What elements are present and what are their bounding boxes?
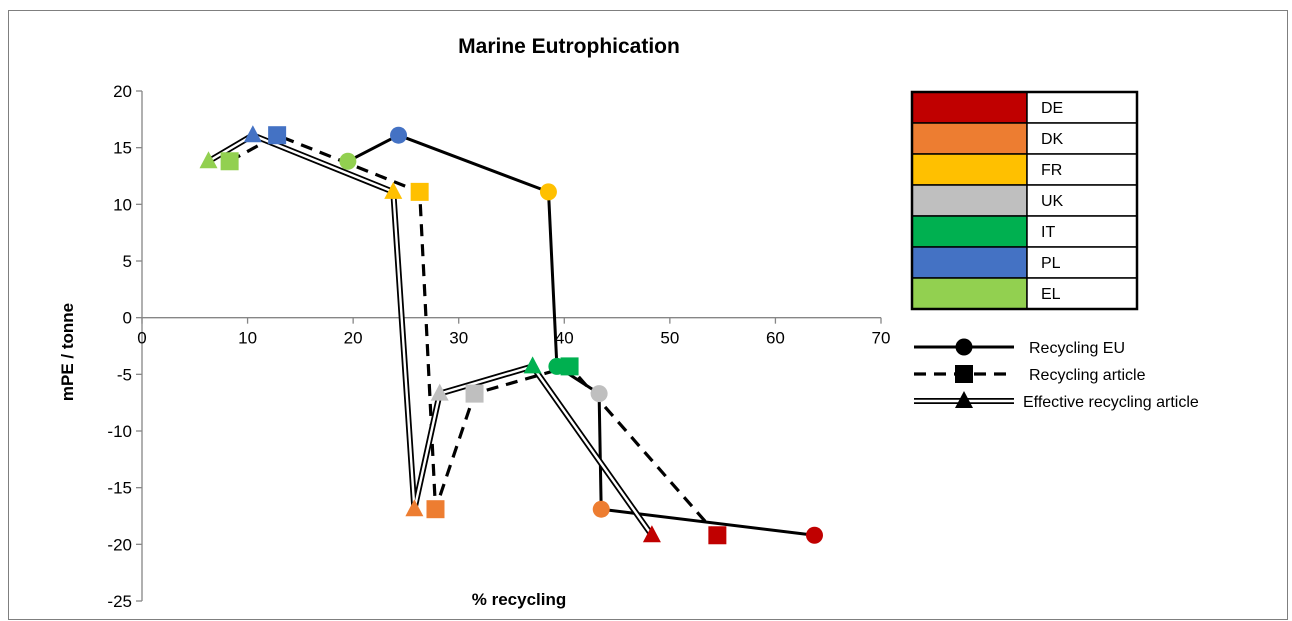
legend-swatch-de: [912, 92, 1027, 123]
recycling-eu-point-pl: [390, 127, 407, 144]
y-axis-title: mPE / tonne: [58, 303, 77, 401]
legend-label-pl: PL: [1041, 255, 1061, 272]
marine-eutrophication-chart: Marine Eutrophication 20151050-5-10-15-2…: [9, 11, 1289, 621]
legend-label-uk: UK: [1041, 193, 1064, 210]
x-tick-label: 10: [238, 329, 257, 348]
x-tick-label: 20: [344, 329, 363, 348]
legend-recycling-eu-label: Recycling EU: [1029, 340, 1125, 357]
x-tick-label: 40: [555, 329, 574, 348]
legend-swatch-pl: [912, 247, 1027, 278]
y-tick-label: 15: [113, 139, 132, 158]
legend-recycling-article-marker: [955, 365, 973, 383]
legend-label-dk: DK: [1041, 131, 1064, 148]
recycling-eu-point-el: [339, 153, 356, 170]
y-tick-label: 10: [113, 195, 132, 214]
legend-recycling-eu-marker: [956, 339, 973, 356]
chart-title: Marine Eutrophication: [458, 35, 680, 58]
x-tick-label: 50: [660, 329, 679, 348]
legend-recycling-article-label: Recycling article: [1029, 367, 1146, 384]
y-tick-label: 5: [123, 252, 132, 271]
recycling-article-point-de: [708, 526, 726, 544]
series-markers: [200, 125, 823, 544]
x-tick-label: 60: [766, 329, 785, 348]
effective-recycling-article-point-pl: [244, 125, 262, 142]
recycling-article-point-it: [561, 357, 579, 375]
country-legend: DE DK FR UK IT PL EL: [912, 92, 1137, 309]
x-tick-label: 0: [137, 329, 146, 348]
legend-swatch-dk: [912, 123, 1027, 154]
recycling-eu-point-uk: [591, 385, 608, 402]
recycling-article-point-uk: [466, 385, 484, 403]
recycling-eu-point-de: [806, 527, 823, 544]
effective-recycling-article-point-it: [524, 356, 542, 373]
series-legend: Recycling EU Recycling article Effective r…: [914, 339, 1199, 412]
y-tick-label: -15: [107, 479, 132, 498]
effective-recycling-article-line-inner: [209, 135, 652, 535]
legend-label-el: EL: [1041, 286, 1061, 303]
recycling-eu-point-dk: [593, 501, 610, 518]
recycling-article-point-dk: [426, 500, 444, 518]
legend-swatch-it: [912, 216, 1027, 247]
series-lines: [209, 135, 815, 535]
y-tick-label: 20: [113, 82, 132, 101]
legend-swatch-el: [912, 278, 1027, 309]
x-tick-label: 70: [872, 329, 891, 348]
recycling-eu-point-fr: [540, 183, 557, 200]
x-axis-title: % recycling: [472, 590, 567, 609]
chart-frame: Marine Eutrophication 20 15 10 5 0 -5 -10 -15 -2…: [8, 10, 1288, 620]
y-tick-label: 0: [123, 309, 132, 328]
recycling-article-point-pl: [268, 126, 286, 144]
effective-recycling-article-line: [209, 135, 652, 535]
y-tick-label: -25: [107, 592, 132, 611]
legend-label-it: IT: [1041, 224, 1055, 241]
legend-swatch-fr: [912, 154, 1027, 185]
effective-recycling-article-point-dk: [405, 499, 423, 516]
legend-swatch-uk: [912, 185, 1027, 216]
recycling-article-point-el: [221, 152, 239, 170]
legend-label-de: DE: [1041, 100, 1063, 117]
legend-label-fr: FR: [1041, 162, 1062, 179]
x-tick-label: 30: [449, 329, 468, 348]
y-tick-label: -10: [107, 422, 132, 441]
recycling-article-line: [230, 135, 718, 535]
recycling-article-point-fr: [411, 183, 429, 201]
y-tick-label: -20: [107, 535, 132, 554]
y-tick-label: -5: [117, 365, 132, 384]
legend-effective-recycling-article-label: Effective recycling article: [1023, 394, 1199, 411]
